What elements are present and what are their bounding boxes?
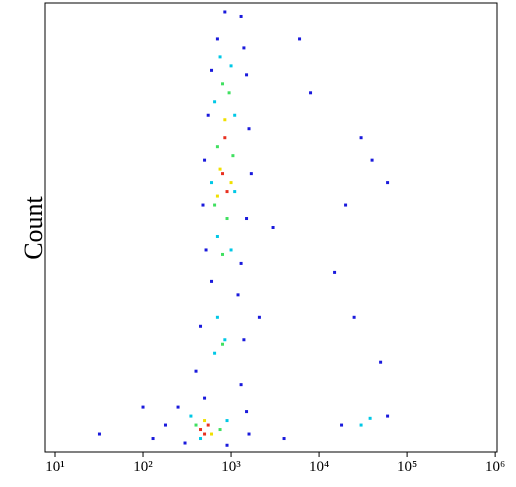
point [199,324,203,328]
point [206,113,210,117]
point [141,405,145,409]
point [370,158,374,162]
point [239,261,243,265]
point [218,55,222,59]
x-tick-label: 10² [133,459,153,475]
point [203,419,207,423]
point [203,396,207,400]
point [233,113,237,117]
x-tick-label: 10⁴ [309,459,329,475]
y-axis-label: Count [19,195,48,259]
point [199,428,203,432]
point [210,432,214,436]
point [229,64,233,68]
point [231,154,235,158]
point [309,91,313,95]
point [163,423,167,427]
point [225,190,229,194]
point [333,270,337,274]
point [183,441,187,445]
point [221,172,225,176]
point [247,432,251,436]
point [225,419,229,423]
point [151,437,155,441]
point [223,10,227,14]
point [225,217,229,221]
plot-frame [44,2,498,453]
point [176,405,180,409]
point [352,315,356,319]
point [379,360,383,364]
point [257,315,261,319]
point [271,226,275,229]
point [189,414,193,418]
point [206,423,210,427]
point [223,136,227,140]
point [201,203,205,207]
point [204,248,208,252]
x-tick-label: 10⁶ [485,459,505,475]
point [239,14,243,18]
x-tick-label: 10³ [221,459,241,475]
point [215,37,219,41]
x-tick-label: 10¹ [45,459,65,475]
point [223,118,227,122]
point [298,37,302,41]
point [203,158,207,162]
point [236,293,240,297]
point [386,414,390,418]
point [225,443,229,447]
point [229,248,233,252]
point [282,437,286,441]
point [218,428,222,432]
point [242,46,246,50]
point [203,432,207,436]
point [340,423,344,427]
point [210,181,214,185]
point [247,127,251,131]
point [221,252,225,256]
point [215,145,219,149]
point [215,194,219,198]
point [223,338,227,342]
point [245,73,249,77]
point [215,234,219,238]
point [386,181,390,185]
point [213,203,217,207]
point [344,203,348,207]
point [194,369,198,373]
point [239,383,243,387]
point [221,82,225,86]
point [229,181,233,185]
point [221,342,225,346]
point [233,190,237,194]
point [227,91,231,95]
x-tick-label: 10⁵ [397,459,417,475]
point [199,437,203,441]
point [213,351,217,355]
point [213,100,217,104]
point [215,315,219,319]
point [218,167,222,171]
point [245,410,249,414]
point [359,423,363,427]
point [359,136,363,140]
point [97,432,101,436]
point [245,217,249,221]
point [194,423,198,427]
point [210,279,214,283]
point [210,68,214,72]
point [249,172,253,176]
point [368,416,372,420]
point [242,338,246,342]
